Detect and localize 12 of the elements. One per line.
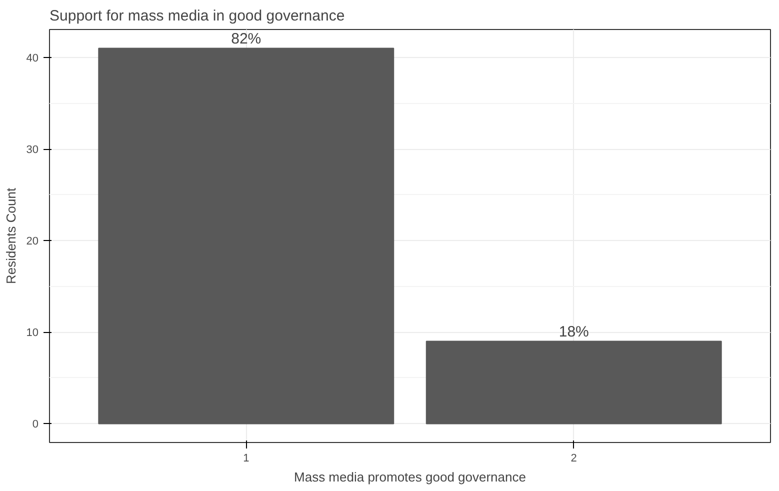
chart-title: Support for mass media in good governance [50,8,345,24]
x-tick-label: 1 [243,452,250,464]
x-tick-label: 2 [570,452,577,464]
y-tick-label: 10 [26,327,39,340]
y-tick-label: 20 [26,236,39,248]
x-axis-title: Mass media promotes good governance [294,470,526,484]
y-axis-title: Residents Count [3,188,18,284]
y-tick-label: 40 [26,52,39,64]
y-tick-label: 0 [32,418,39,431]
annotation: 82% [231,30,262,48]
y-tick-label: 30 [26,144,39,156]
annotation: 18% [558,323,589,340]
